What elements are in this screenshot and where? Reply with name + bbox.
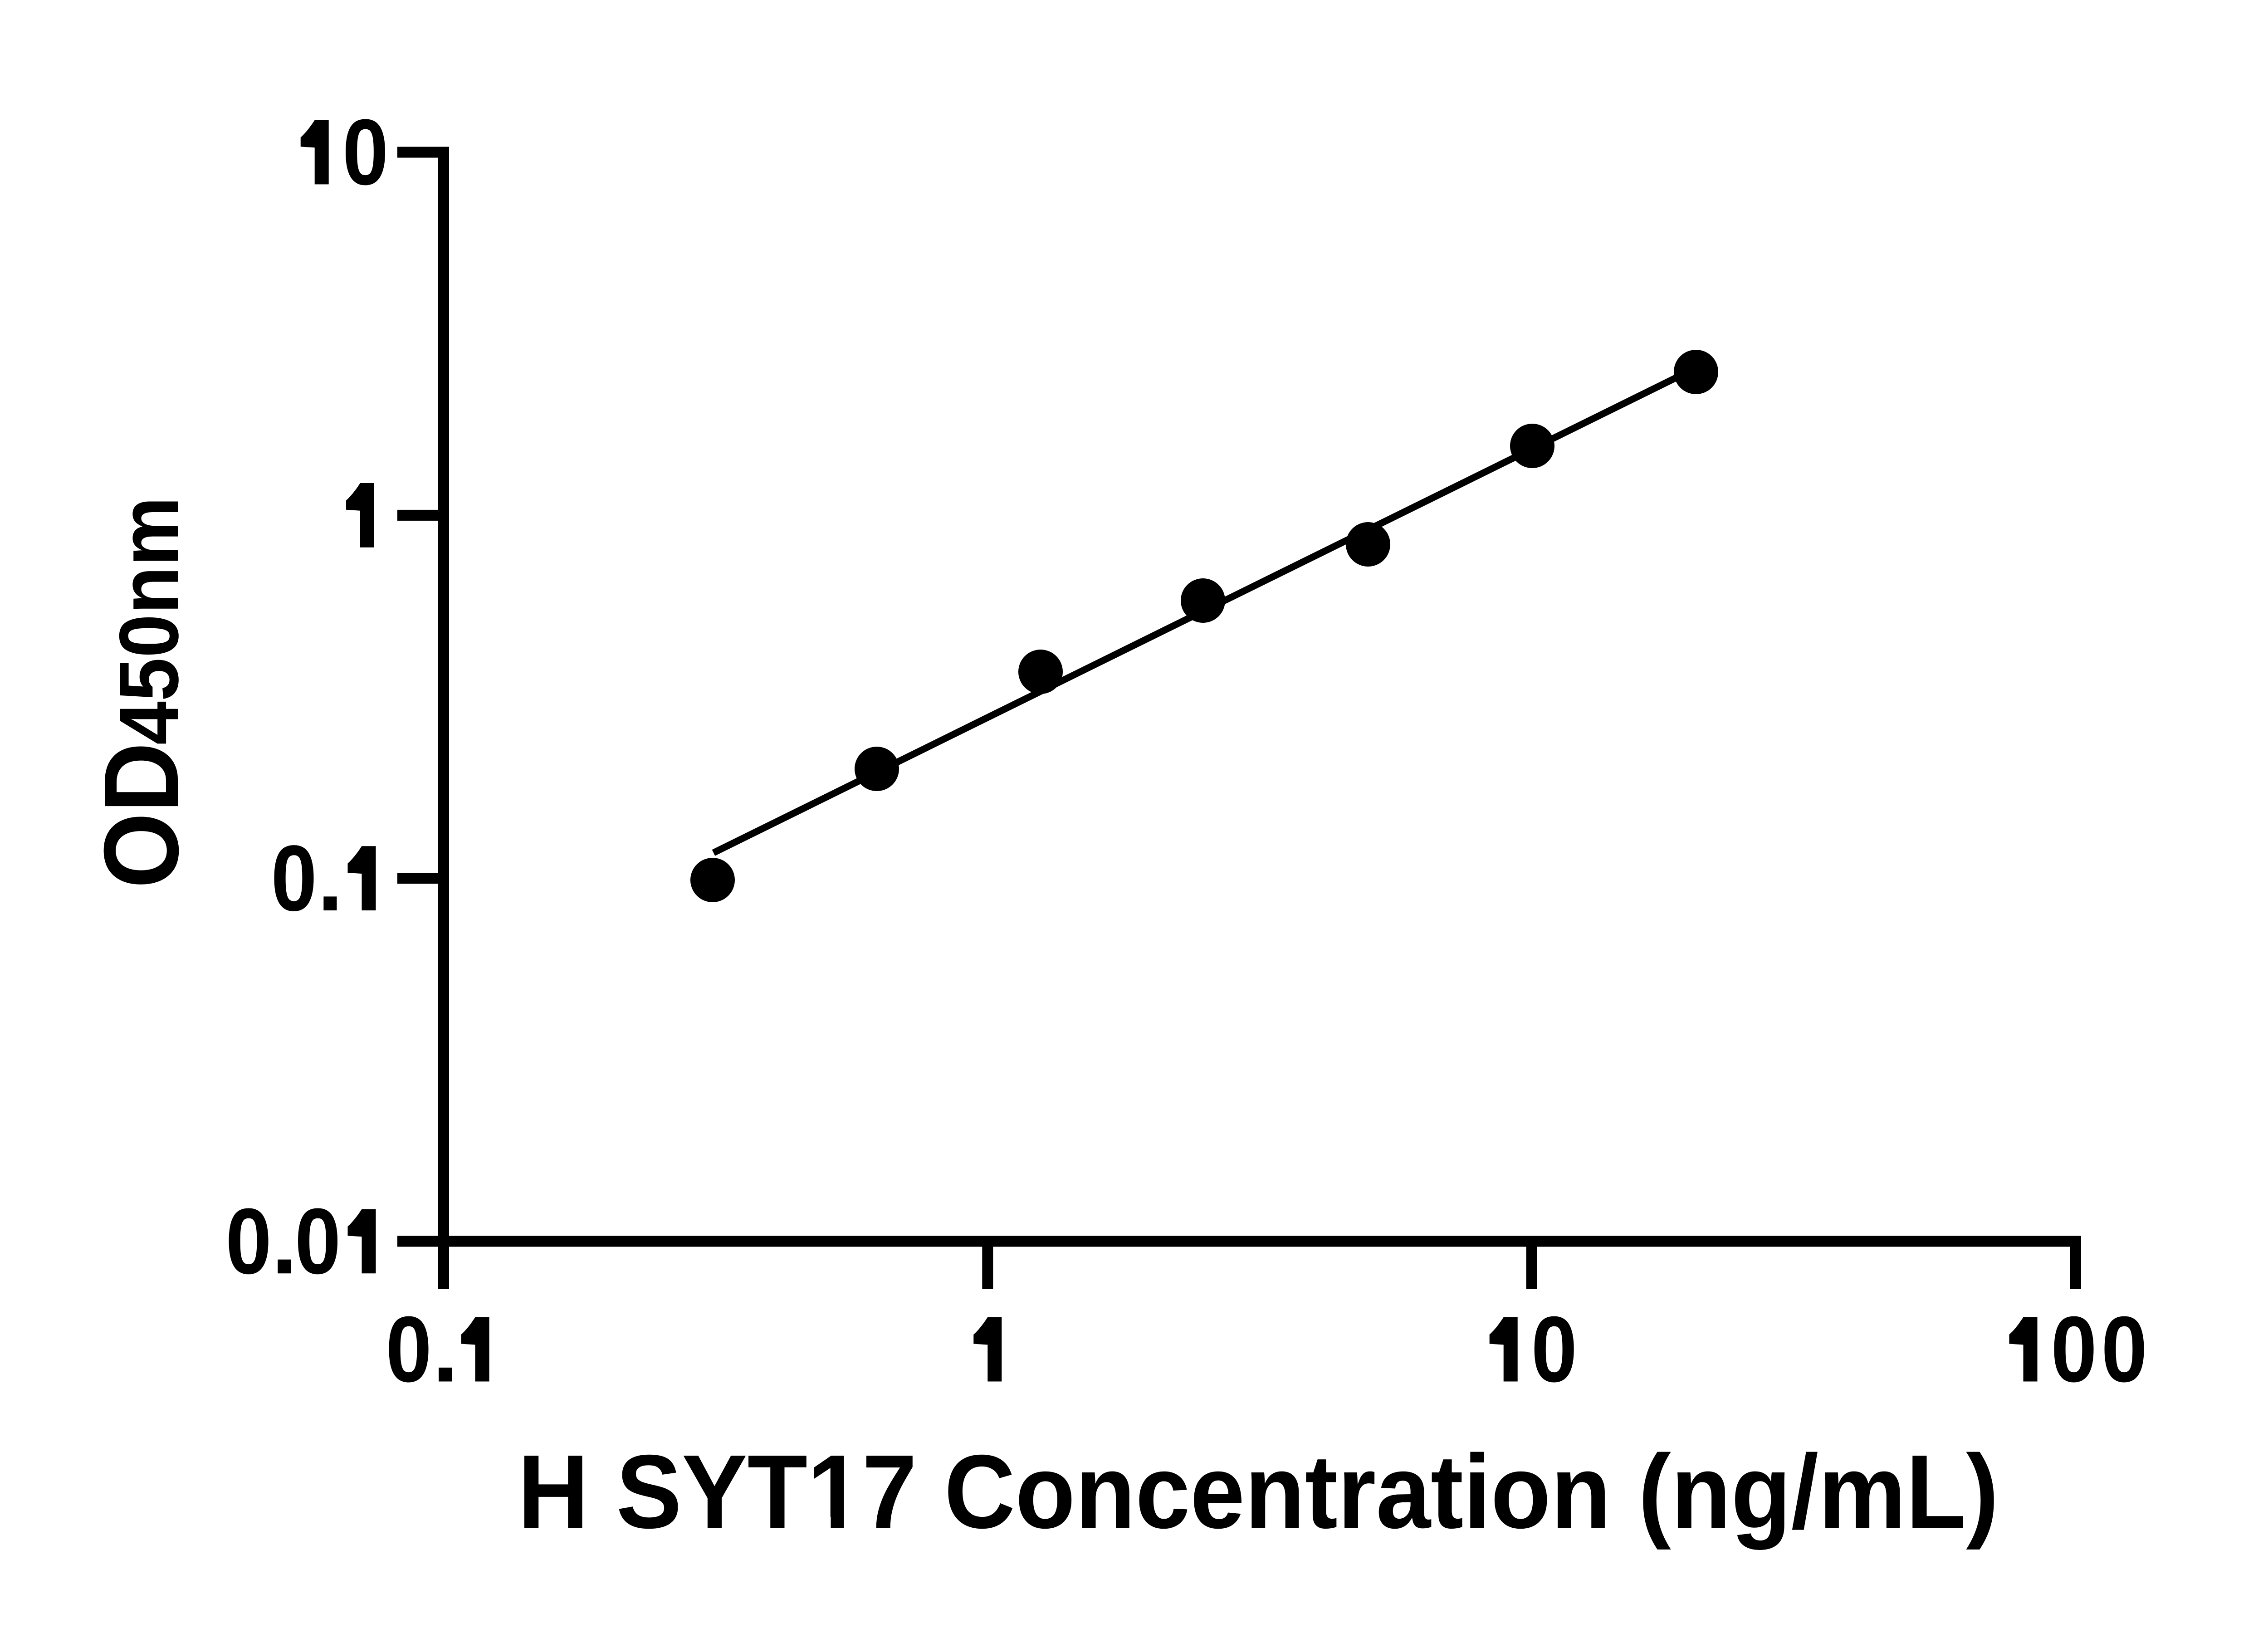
svg-text:H SYT17 Concentration (ng/mL): H SYT17 Concentration (ng/mL) [518, 1433, 1999, 1550]
svg-text:0: 0 [2051, 1297, 2097, 1402]
svg-text:.: . [271, 1189, 297, 1293]
svg-text:450nm: 450nm [103, 497, 196, 745]
svg-text:0: 0 [386, 1297, 432, 1402]
svg-text:.: . [432, 1297, 458, 1402]
svg-text:0: 0 [271, 826, 317, 930]
svg-text:0: 0 [225, 1189, 272, 1293]
svg-text:.: . [317, 826, 343, 930]
svg-text:0: 0 [295, 1189, 341, 1293]
svg-text:0: 0 [2101, 1297, 2147, 1402]
svg-text:0: 0 [1531, 1297, 1578, 1402]
svg-text:OD: OD [82, 743, 200, 889]
svg-text:0: 0 [342, 100, 389, 204]
